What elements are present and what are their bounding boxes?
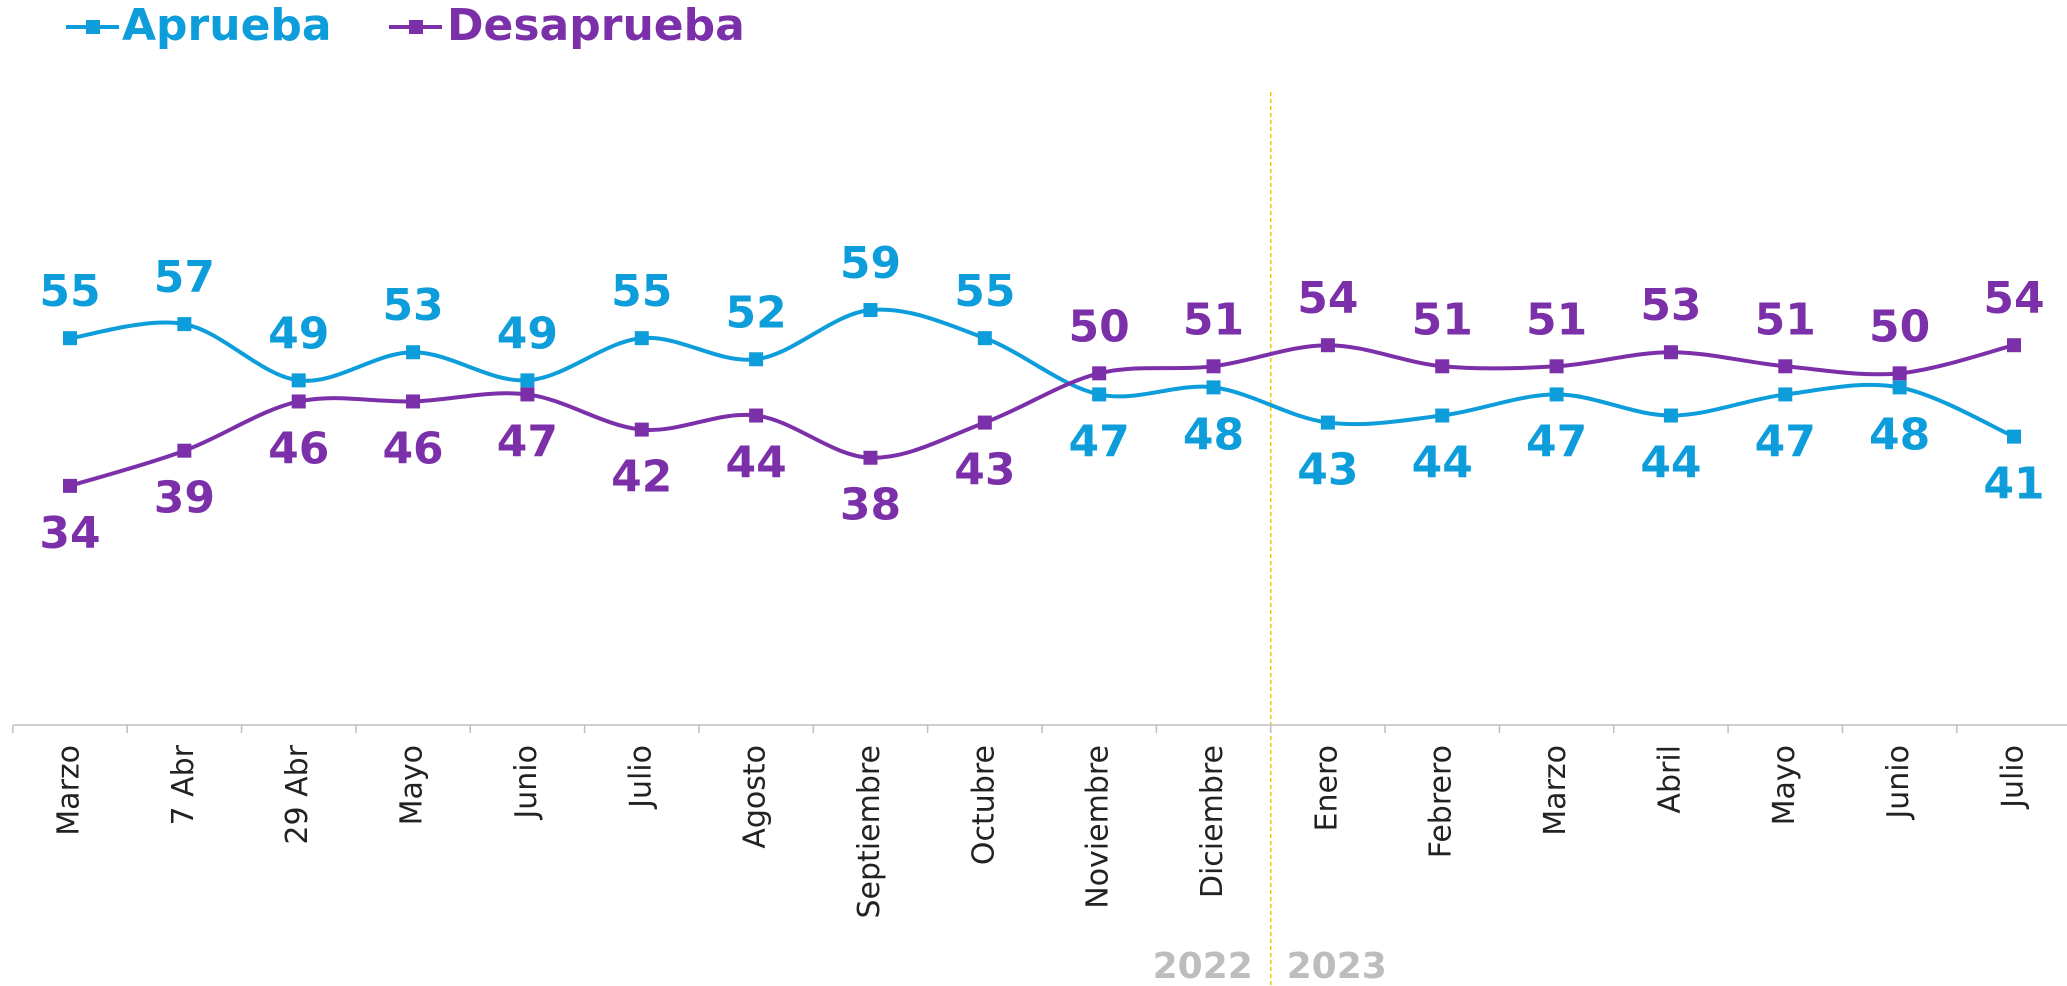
marker (406, 345, 421, 360)
x-tick-label: Agosto (738, 745, 773, 849)
series-line (69, 307, 2015, 439)
legend-marker (409, 20, 423, 34)
marker (520, 387, 535, 402)
data-label: 55 (39, 266, 100, 317)
data-label: 51 (1412, 294, 1473, 345)
data-label: 54 (1297, 273, 1358, 324)
x-tick-label: Julio (623, 745, 658, 810)
x-tick-label: Junio (509, 745, 544, 821)
marker (1549, 359, 1564, 374)
data-label: 59 (840, 238, 901, 289)
data-label: 38 (840, 480, 901, 531)
marker (863, 303, 878, 318)
data-label: 50 (1069, 301, 1130, 352)
data-label: 57 (154, 252, 215, 303)
marker (634, 422, 649, 437)
data-label: 34 (39, 508, 100, 559)
marker (1320, 415, 1335, 430)
marker (2007, 429, 2021, 444)
x-tick-label: Diciembre (1195, 745, 1230, 898)
x-tick-label: Mayo (395, 745, 430, 825)
x-tick-label: Julio (1996, 745, 2031, 810)
marker (1549, 387, 1564, 402)
marker (406, 394, 421, 409)
data-label: 55 (954, 266, 1015, 317)
x-tick-label: Marzo (1538, 745, 1573, 836)
year-label: 2023 (1287, 946, 1387, 986)
marker (1206, 380, 1221, 395)
marker (749, 352, 764, 367)
legend-label: Desaprueba (447, 0, 745, 51)
data-label: 47 (1755, 416, 1816, 467)
x-tick-label: Octubre (966, 745, 1001, 865)
x-tick-label: 29 Abr (280, 744, 315, 844)
x-tick-label: Enero (1309, 745, 1344, 831)
x-tick-label: Mayo (1767, 745, 1802, 825)
data-label: 51 (1526, 294, 1587, 345)
marker (291, 394, 306, 409)
x-tick-label: Junio (1881, 745, 1916, 821)
marker (1663, 345, 1678, 360)
legend-label: Aprueba (122, 0, 332, 51)
data-label: 53 (1640, 280, 1701, 331)
marker (1778, 359, 1793, 374)
x-tick-label: Abril (1652, 745, 1687, 814)
data-label: 49 (497, 308, 558, 359)
data-label: 47 (1526, 416, 1587, 467)
marker (1778, 387, 1793, 402)
data-label: 50 (1869, 301, 1930, 352)
marker (634, 331, 649, 346)
marker (63, 478, 77, 493)
marker (1320, 338, 1335, 353)
data-label: 51 (1183, 294, 1244, 345)
data-label: 46 (382, 423, 443, 474)
data-label: 53 (382, 280, 443, 331)
marker (2007, 338, 2021, 353)
marker (749, 408, 764, 423)
data-label: 39 (154, 473, 215, 524)
marker (63, 331, 77, 346)
data-label: 42 (611, 452, 672, 503)
x-tick-label: Marzo (52, 745, 87, 836)
data-label: 48 (1183, 409, 1244, 460)
data-label: 46 (268, 423, 329, 474)
marker (177, 443, 192, 458)
data-label: 43 (1297, 445, 1358, 496)
data-label: 41 (1983, 459, 2044, 510)
data-label: 54 (1983, 273, 2044, 324)
legend-marker (86, 20, 100, 34)
data-label: 48 (1869, 409, 1930, 460)
x-tick-label: 7 Abr (166, 744, 201, 825)
marker (1892, 380, 1907, 395)
year-label: 2022 (1153, 946, 1253, 986)
marker (1663, 408, 1678, 423)
data-label: 44 (726, 438, 787, 489)
marker (863, 450, 878, 465)
marker (1435, 408, 1450, 423)
marker (1092, 366, 1107, 381)
marker (291, 373, 306, 388)
data-label: 55 (611, 266, 672, 317)
data-label: 52 (726, 287, 787, 338)
marker (977, 415, 992, 430)
marker (520, 373, 535, 388)
data-label: 47 (497, 416, 558, 467)
x-tick-label: Septiembre (852, 745, 887, 919)
marker (177, 317, 192, 332)
marker (1892, 366, 1907, 381)
data-label: 51 (1755, 294, 1816, 345)
x-tick-label: Noviembre (1081, 745, 1116, 909)
data-label: 43 (954, 445, 1015, 496)
data-label: 44 (1640, 438, 1701, 489)
marker (1206, 359, 1221, 374)
data-label: 49 (268, 308, 329, 359)
marker (977, 331, 992, 346)
marker (1092, 387, 1107, 402)
data-label: 44 (1412, 438, 1473, 489)
marker (1435, 359, 1450, 374)
data-label: 47 (1069, 416, 1130, 467)
x-tick-label: Febrero (1424, 745, 1459, 858)
